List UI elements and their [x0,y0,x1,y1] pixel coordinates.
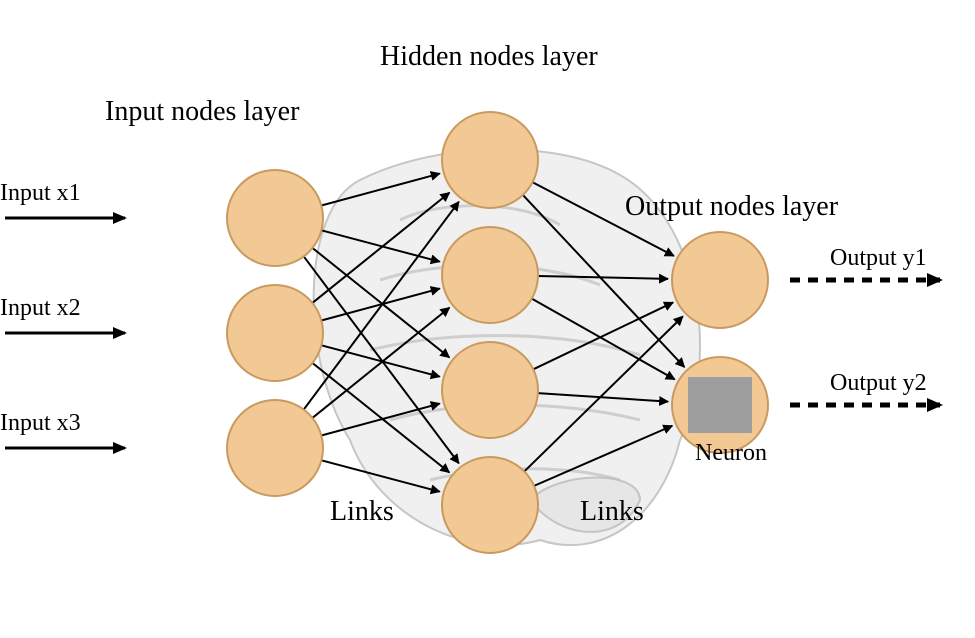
input-node-2 [227,285,323,381]
hidden-node-3 [442,342,538,438]
hidden-node-1 [442,112,538,208]
hidden-node-4 [442,457,538,553]
label-input-x1: Input x1 [0,180,81,206]
label-input-x2: Input x2 [0,295,81,321]
label-neuron: Neuron [695,440,767,466]
label-output-layer: Output nodes layer [625,191,839,222]
label-input-layer: Input nodes layer [105,96,300,127]
neuron-square-icon [688,377,752,433]
label-links-1: Links [330,496,394,527]
label-output-y2: Output y2 [830,370,927,396]
input-node-1 [227,170,323,266]
label-links-2: Links [580,496,644,527]
input-layer [227,170,323,496]
output-node-1 [672,232,768,328]
label-hidden-layer: Hidden nodes layer [380,41,598,72]
label-input-x3: Input x3 [0,410,81,436]
label-output-y1: Output y1 [830,245,927,271]
hidden-node-2 [442,227,538,323]
nn-diagram: Input nodes layer Hidden nodes layer Outpu… [0,0,975,638]
input-node-3 [227,400,323,496]
neuron-box [688,377,752,433]
